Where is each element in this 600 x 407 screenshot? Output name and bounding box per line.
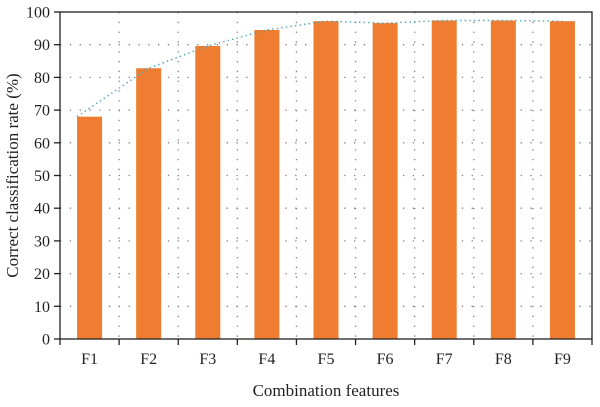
bar-f6 [372, 23, 398, 339]
bar-f8 [490, 20, 516, 339]
y-tick-label: 60 [34, 135, 50, 152]
axes [54, 11, 593, 345]
x-tick-label: F4 [258, 351, 275, 368]
bar-f1 [77, 116, 103, 339]
y-tick-label: 30 [34, 233, 50, 250]
y-tick-label: 40 [34, 201, 50, 218]
x-tick-label: F7 [436, 351, 453, 368]
x-tick-label: F8 [495, 351, 512, 368]
x-tick-label: F5 [318, 351, 335, 368]
bar-f7 [431, 20, 457, 339]
y-tick-label: 50 [34, 168, 50, 185]
x-tick-label: F6 [377, 351, 394, 368]
x-tick-label: F1 [81, 351, 98, 368]
y-tick-label: 0 [42, 332, 50, 349]
tick-labels: 0 10 20 30 40 50 60 70 80 90 100 F1 F2 F3 F4 F5 F6 F7 F8 F9 [26, 5, 571, 369]
y-tick-label: 90 [34, 37, 50, 54]
bar-f4 [254, 29, 280, 340]
y-tick-label: 10 [34, 299, 50, 316]
x-tick-label: F9 [554, 351, 571, 368]
bar-f3 [195, 46, 221, 340]
x-axis-title: Combination features [253, 381, 400, 400]
bars [77, 20, 575, 340]
y-tick-label: 100 [26, 5, 50, 22]
y-axis-title: Correct classification rate (%) [3, 73, 22, 277]
x-tick-label: F2 [140, 351, 157, 368]
bar-f2 [136, 68, 162, 339]
trend-polyline [76, 19, 563, 118]
bar-f9 [549, 21, 575, 339]
y-tick-label: 70 [34, 103, 50, 120]
bar-f5 [313, 21, 339, 339]
x-tick-label: F3 [199, 351, 216, 368]
y-tick-label: 80 [34, 70, 50, 87]
trend-line [76, 19, 563, 118]
y-tick-label: 20 [34, 266, 50, 283]
